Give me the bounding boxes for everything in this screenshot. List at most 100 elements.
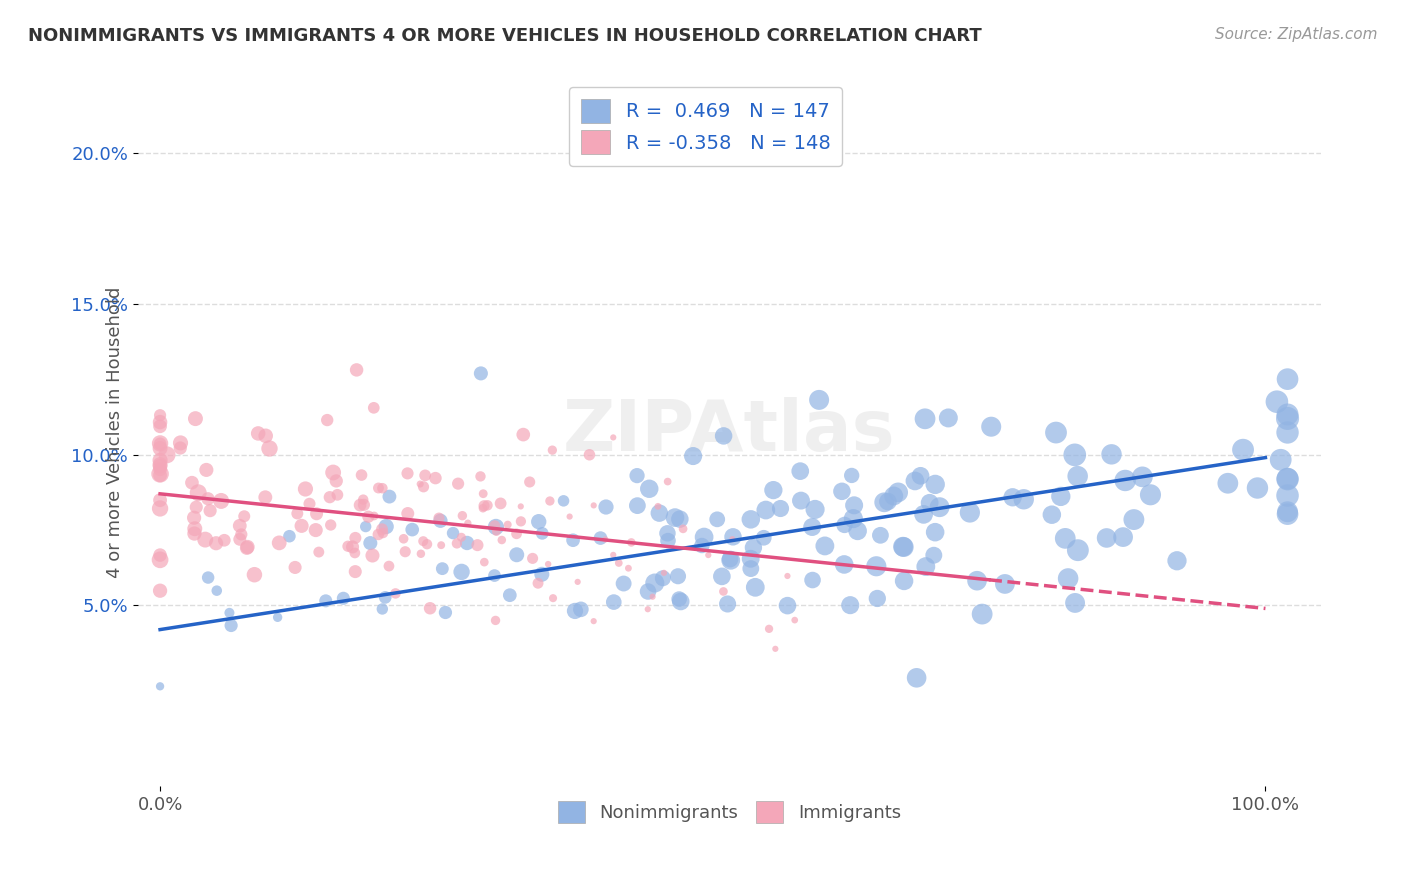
- Point: [243, 567, 266, 582]
- Point: [710, 569, 733, 583]
- Point: [538, 494, 561, 508]
- Point: [233, 509, 256, 524]
- Point: [186, 500, 208, 515]
- Point: [149, 493, 172, 508]
- Point: [506, 548, 529, 562]
- Point: [359, 536, 381, 550]
- Point: [865, 559, 887, 574]
- Point: [693, 530, 716, 544]
- Point: [149, 436, 172, 450]
- Point: [1054, 532, 1077, 546]
- Point: [1063, 448, 1085, 462]
- Point: [350, 468, 373, 483]
- Point: [509, 500, 531, 514]
- Point: [149, 553, 172, 567]
- Point: [308, 545, 330, 559]
- Point: [298, 497, 321, 511]
- Point: [149, 415, 172, 429]
- Point: [156, 448, 179, 462]
- Point: [887, 485, 910, 500]
- Point: [1277, 408, 1299, 422]
- Point: [1216, 476, 1239, 491]
- Point: [530, 567, 553, 582]
- Point: [1277, 411, 1299, 425]
- Point: [149, 453, 172, 467]
- Point: [149, 679, 172, 693]
- Point: [801, 573, 824, 587]
- Point: [284, 560, 307, 574]
- Point: [219, 618, 242, 632]
- Point: [169, 441, 191, 455]
- Point: [721, 530, 744, 544]
- Point: [839, 598, 862, 612]
- Point: [371, 602, 394, 616]
- Point: [432, 562, 454, 576]
- Point: [470, 367, 492, 381]
- Point: [769, 501, 792, 516]
- Point: [1112, 530, 1135, 544]
- Point: [416, 537, 439, 551]
- Point: [1277, 425, 1299, 440]
- Point: [595, 533, 617, 547]
- Point: [553, 493, 575, 508]
- Point: [181, 475, 204, 490]
- Point: [668, 592, 690, 607]
- Point: [149, 467, 172, 481]
- Point: [1101, 447, 1123, 461]
- Point: [1166, 554, 1188, 568]
- Point: [924, 477, 946, 491]
- Point: [602, 548, 624, 562]
- Point: [905, 671, 928, 685]
- Text: ZIPAtlas: ZIPAtlas: [562, 398, 896, 467]
- Point: [1139, 488, 1161, 502]
- Point: [484, 568, 506, 582]
- Point: [672, 522, 695, 536]
- Point: [603, 595, 626, 609]
- Point: [918, 496, 941, 510]
- Point: [425, 471, 447, 485]
- Point: [384, 586, 406, 600]
- Point: [205, 536, 228, 550]
- Point: [1246, 481, 1268, 495]
- Point: [783, 613, 806, 627]
- Point: [456, 536, 478, 550]
- Point: [972, 607, 994, 621]
- Point: [814, 539, 837, 553]
- Point: [367, 527, 389, 541]
- Point: [325, 474, 347, 488]
- Point: [595, 500, 617, 514]
- Point: [776, 599, 799, 613]
- Point: [344, 565, 367, 579]
- Point: [184, 522, 207, 536]
- Point: [1277, 505, 1299, 519]
- Point: [254, 429, 277, 443]
- Point: [353, 498, 375, 512]
- Point: [713, 584, 735, 599]
- Point: [305, 523, 328, 537]
- Point: [690, 539, 713, 553]
- Point: [316, 413, 339, 427]
- Point: [752, 531, 775, 545]
- Point: [149, 468, 172, 483]
- Point: [758, 622, 780, 636]
- Point: [648, 506, 671, 520]
- Point: [1277, 372, 1299, 386]
- Point: [409, 477, 432, 491]
- Point: [959, 506, 981, 520]
- Point: [450, 530, 472, 544]
- Point: [763, 641, 786, 656]
- Point: [776, 569, 799, 583]
- Point: [924, 525, 946, 540]
- Point: [342, 540, 364, 554]
- Point: [1277, 472, 1299, 486]
- Point: [218, 606, 240, 620]
- Point: [291, 519, 314, 533]
- Point: [305, 507, 328, 521]
- Point: [842, 498, 865, 512]
- Point: [427, 511, 450, 525]
- Point: [194, 533, 217, 547]
- Point: [832, 558, 855, 572]
- Point: [620, 535, 643, 549]
- Point: [396, 507, 419, 521]
- Point: [706, 512, 728, 526]
